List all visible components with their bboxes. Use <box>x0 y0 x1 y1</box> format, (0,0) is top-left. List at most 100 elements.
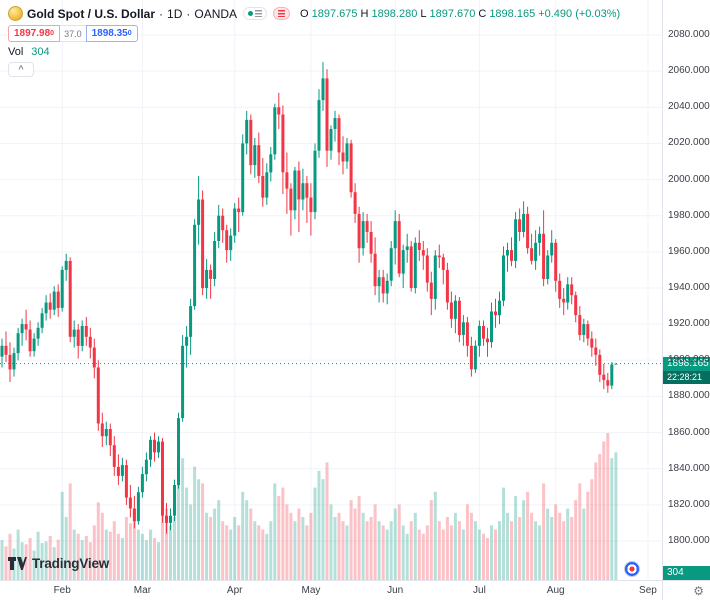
volume-bar <box>514 496 518 580</box>
candle-body <box>269 154 273 173</box>
candle-body <box>373 253 377 287</box>
volume-bar <box>506 512 509 580</box>
volume-bar <box>169 525 172 580</box>
legend-row-symbol: Gold Spot / U.S. Dollar · 1D · OANDA O 18… <box>8 6 620 21</box>
candle-body <box>345 143 349 162</box>
candle-body <box>92 347 96 368</box>
volume-bar <box>381 525 385 580</box>
candle-body <box>586 324 590 339</box>
list-bars-icon <box>255 10 263 17</box>
candle-body <box>361 221 365 249</box>
volume-bar <box>393 508 397 580</box>
volume-bar <box>84 535 88 580</box>
ohlc-readout: O 1897.675 H 1898.280 L 1897.670 C 1898.165 … <box>300 8 620 20</box>
volume-bar <box>385 529 389 580</box>
candlestick-chart[interactable] <box>0 0 662 580</box>
candle-body <box>574 295 578 316</box>
candle-body <box>24 324 28 330</box>
close-label: C <box>478 7 487 20</box>
candle-body <box>132 508 136 522</box>
volume-bar <box>433 491 437 580</box>
tradingview-mark-icon <box>8 557 27 570</box>
volume-bar <box>482 533 485 580</box>
volume-bar <box>245 500 249 580</box>
symbol-title[interactable]: Gold Spot / U.S. Dollar <box>27 6 156 21</box>
volume-bar <box>132 512 136 580</box>
candle-body <box>405 246 409 250</box>
volume-bar <box>566 508 570 580</box>
candle-body <box>401 250 405 274</box>
price-tick-label: 1840.000 <box>668 462 710 474</box>
volume-bar <box>526 491 530 580</box>
candle-body <box>377 277 381 287</box>
candle-body <box>144 459 148 475</box>
candle-body <box>598 354 602 375</box>
timeframe-label[interactable]: 1D <box>167 6 183 21</box>
volume-bar <box>124 517 128 580</box>
time-tick-label: Apr <box>226 585 243 596</box>
volume-bar <box>445 517 449 580</box>
price-tick-label: 1900.000 <box>668 354 710 366</box>
market-status-icon[interactable] <box>243 7 268 20</box>
legend-row-collapse: ^ <box>8 62 620 77</box>
volume-bar <box>213 508 217 580</box>
tradingview-logo[interactable]: TradingView <box>8 556 109 571</box>
volume-bar <box>349 500 353 580</box>
candle-body <box>241 143 245 213</box>
low-label: L <box>420 7 427 20</box>
candle-body <box>417 242 421 250</box>
axis-corner: ⚙ <box>662 580 710 600</box>
candle-body <box>293 170 297 211</box>
candle-body <box>253 145 257 166</box>
time-axis[interactable]: Feb Mar Apr May Jun Jul Aug Sep <box>0 580 662 600</box>
candle-body <box>120 465 124 476</box>
alert-pill-icon[interactable] <box>273 7 291 20</box>
volume-bar <box>80 540 84 580</box>
candle-body <box>494 311 497 316</box>
current-price-label: 1898.165 <box>663 356 710 371</box>
chart-plot[interactable]: Gold Spot / U.S. Dollar · 1D · OANDA O 18… <box>0 0 662 580</box>
volume-bar <box>469 512 473 580</box>
volume-bar <box>542 483 546 580</box>
volume-bar <box>177 470 180 580</box>
candle-body <box>353 192 357 214</box>
price-axis[interactable]: 1898.165 22:28:21 304 2080.000 2060.000 20… <box>662 0 710 580</box>
volume-bar <box>116 533 120 580</box>
volume-bar <box>72 529 76 580</box>
sell-button[interactable]: 1897.98 0 <box>8 25 61 42</box>
candle-body <box>498 300 501 316</box>
candle-body <box>397 221 401 274</box>
volume-bar <box>457 521 461 580</box>
candle-body <box>369 232 373 254</box>
volume-bar <box>237 525 241 580</box>
candle-body <box>217 215 221 241</box>
price-tick-label: 1860.000 <box>668 426 710 438</box>
volume-bar <box>253 521 257 580</box>
volume-bar <box>40 543 44 580</box>
economic-event-icon[interactable] <box>624 561 640 577</box>
candle-body <box>265 172 269 198</box>
volume-bar <box>92 525 96 580</box>
candle-body <box>273 107 277 155</box>
volume-bar <box>24 544 28 580</box>
volume-bar <box>325 462 329 580</box>
candle-body <box>305 183 309 198</box>
volume-axis-badge: 304 <box>663 566 710 580</box>
buy-button[interactable]: 1898.35 0 <box>85 25 138 42</box>
candle-body <box>429 282 433 299</box>
volume-bar <box>534 521 538 580</box>
separator-dot: · <box>159 6 164 21</box>
open-value: 1897.675 <box>311 7 358 20</box>
candle-body <box>534 242 538 261</box>
volume-bar <box>413 512 417 580</box>
volume-bar <box>498 521 501 580</box>
gear-icon[interactable]: ⚙ <box>693 583 704 598</box>
candle-body <box>44 302 48 314</box>
candle-body <box>201 199 205 289</box>
candle-body <box>482 326 485 339</box>
collapse-legend-button[interactable]: ^ <box>8 62 34 77</box>
candle-body <box>477 326 481 346</box>
candle-body <box>68 260 72 337</box>
candle-body <box>136 492 140 522</box>
candle-body <box>453 300 457 319</box>
